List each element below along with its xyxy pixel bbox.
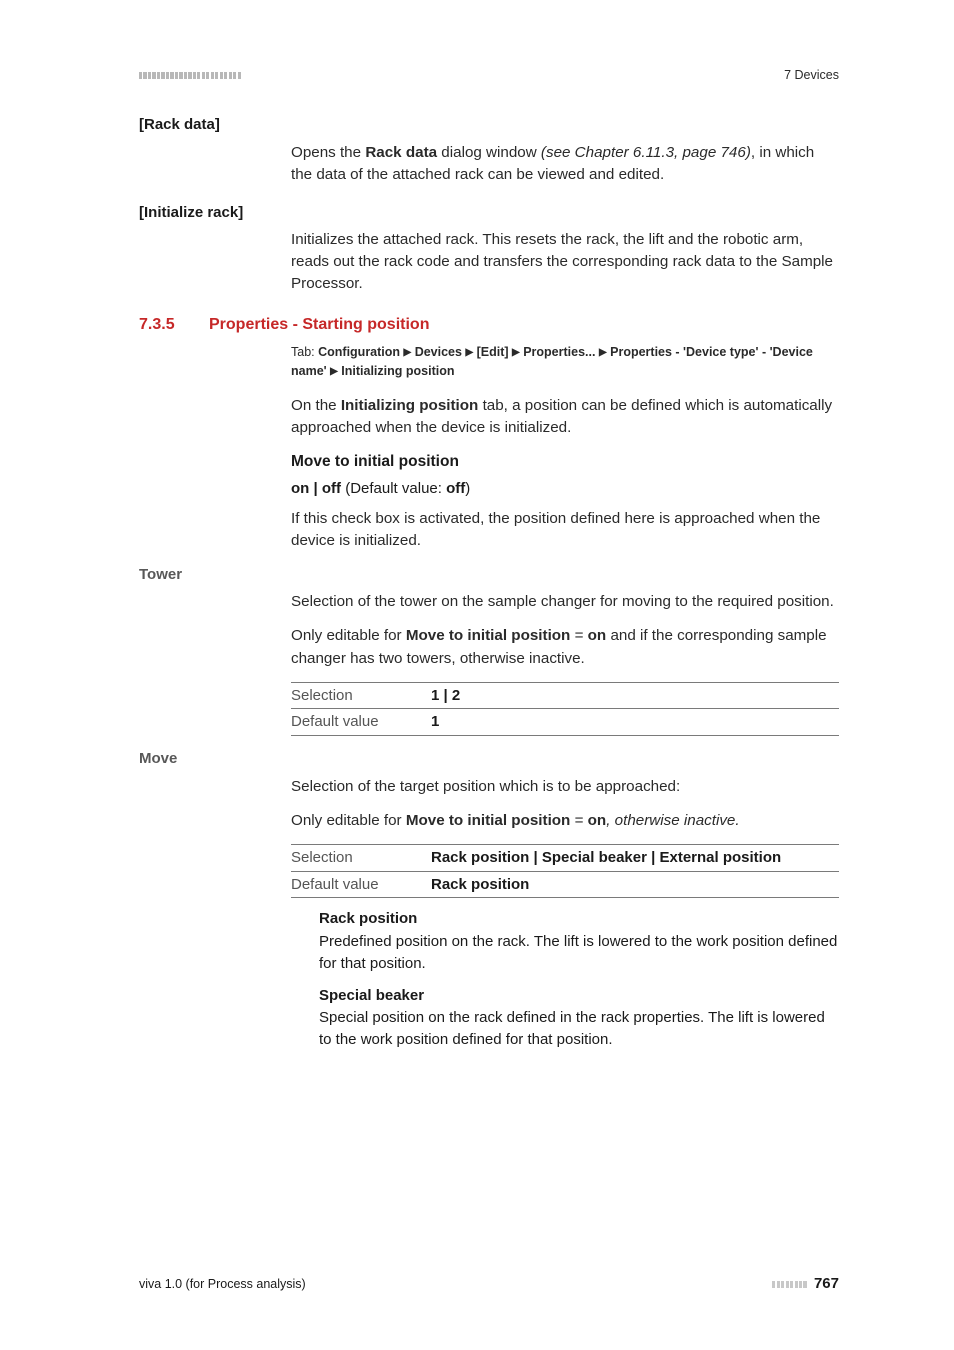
- text: =: [570, 627, 587, 644]
- section-title: Properties - Starting position: [209, 316, 429, 333]
- text-bold: on: [588, 812, 607, 829]
- opt-sep: |: [309, 480, 322, 497]
- text-bold: Move to initial position: [406, 627, 571, 644]
- cell-label: Selection: [291, 844, 431, 871]
- move-initial-desc: If this check box is activated, the posi…: [291, 508, 839, 552]
- footer-left: viva 1.0 (for Process analysis): [139, 1275, 306, 1293]
- tab-breadcrumb: Configuration ▶ Devices ▶ [Edit] ▶ Prope…: [291, 345, 813, 378]
- header-ornament-left: [139, 64, 242, 86]
- chapter-label: 7 Devices: [784, 66, 839, 84]
- opt-default-label: (Default value:: [341, 480, 446, 497]
- term: Special beaker: [319, 985, 839, 1007]
- rack-position-def: Rack position Predefined position on the…: [319, 908, 839, 974]
- tower-p1: Selection of the tower on the sample cha…: [291, 591, 839, 613]
- heading-rack-data: [Rack data]: [139, 114, 839, 136]
- text: =: [570, 812, 587, 829]
- initialize-rack-text: Initializes the attached rack. This rese…: [291, 229, 839, 295]
- cell-value: Rack position: [431, 871, 839, 898]
- cell-value: Rack position | Special beaker | Externa…: [431, 844, 839, 871]
- page-footer: viva 1.0 (for Process analysis) 767: [139, 1273, 839, 1295]
- rack-data-text: Opens the Rack data dialog window (see C…: [291, 142, 839, 186]
- term: Rack position: [319, 908, 839, 930]
- text: On the: [291, 397, 341, 414]
- text: , otherwise inactive.: [606, 812, 739, 829]
- opt-default-val: off: [446, 480, 465, 497]
- opt-on: on: [291, 480, 309, 497]
- cell-label: Selection: [291, 682, 431, 709]
- cell-label: Default value: [291, 709, 431, 736]
- text-bold: Move to initial position: [406, 812, 571, 829]
- page-number: 767: [814, 1273, 839, 1295]
- text-italic: (see Chapter 6.11.3, page 746): [541, 144, 751, 161]
- tower-table: Selection 1 | 2 Default value 1: [291, 682, 839, 737]
- dash-bar: [139, 64, 242, 86]
- heading-move: Move: [139, 748, 839, 770]
- heading-initialize-rack: [Initialize rack]: [139, 202, 839, 224]
- text: Only editable for: [291, 812, 406, 829]
- text-bold: on: [588, 627, 607, 644]
- tab-path: Tab: Configuration ▶ Devices ▶ [Edit] ▶ …: [291, 343, 839, 382]
- heading-move-initial: Move to initial position: [291, 451, 839, 473]
- text-bold: Initializing position: [341, 397, 479, 414]
- opt-off: off: [322, 480, 341, 497]
- move-p1: Selection of the target position which i…: [291, 776, 839, 798]
- move-table: Selection Rack position | Special beaker…: [291, 844, 839, 899]
- text: Only editable for: [291, 627, 406, 644]
- dash-bar-small: [772, 1275, 808, 1293]
- cell-label: Default value: [291, 871, 431, 898]
- section-heading-row: 7.3.5Properties - Starting position: [139, 313, 839, 336]
- footer-right: 767: [772, 1273, 839, 1295]
- page-header: 7 Devices: [139, 64, 839, 86]
- table-row: Selection 1 | 2: [291, 682, 839, 709]
- section-intro: On the Initializing position tab, a posi…: [291, 395, 839, 439]
- definition: Special position on the rack defined in …: [319, 1009, 825, 1048]
- section-number: 7.3.5: [139, 313, 209, 336]
- tower-p2: Only editable for Move to initial positi…: [291, 625, 839, 669]
- cell-value: 1 | 2: [431, 682, 839, 709]
- table-row: Selection Rack position | Special beaker…: [291, 844, 839, 871]
- table-row: Default value Rack position: [291, 871, 839, 898]
- cell-value: 1: [431, 709, 839, 736]
- text: dialog window: [437, 144, 541, 161]
- table-row: Default value 1: [291, 709, 839, 736]
- definition: Predefined position on the rack. The lif…: [319, 933, 837, 972]
- option-on-off: on | off (Default value: off): [291, 478, 839, 500]
- special-beaker-def: Special beaker Special position on the r…: [319, 985, 839, 1051]
- tab-label: Tab:: [291, 345, 318, 359]
- text: Opens the: [291, 144, 365, 161]
- opt-close: ): [465, 480, 470, 497]
- heading-tower: Tower: [139, 564, 839, 586]
- move-p2: Only editable for Move to initial positi…: [291, 810, 839, 832]
- text-bold: Rack data: [365, 144, 437, 161]
